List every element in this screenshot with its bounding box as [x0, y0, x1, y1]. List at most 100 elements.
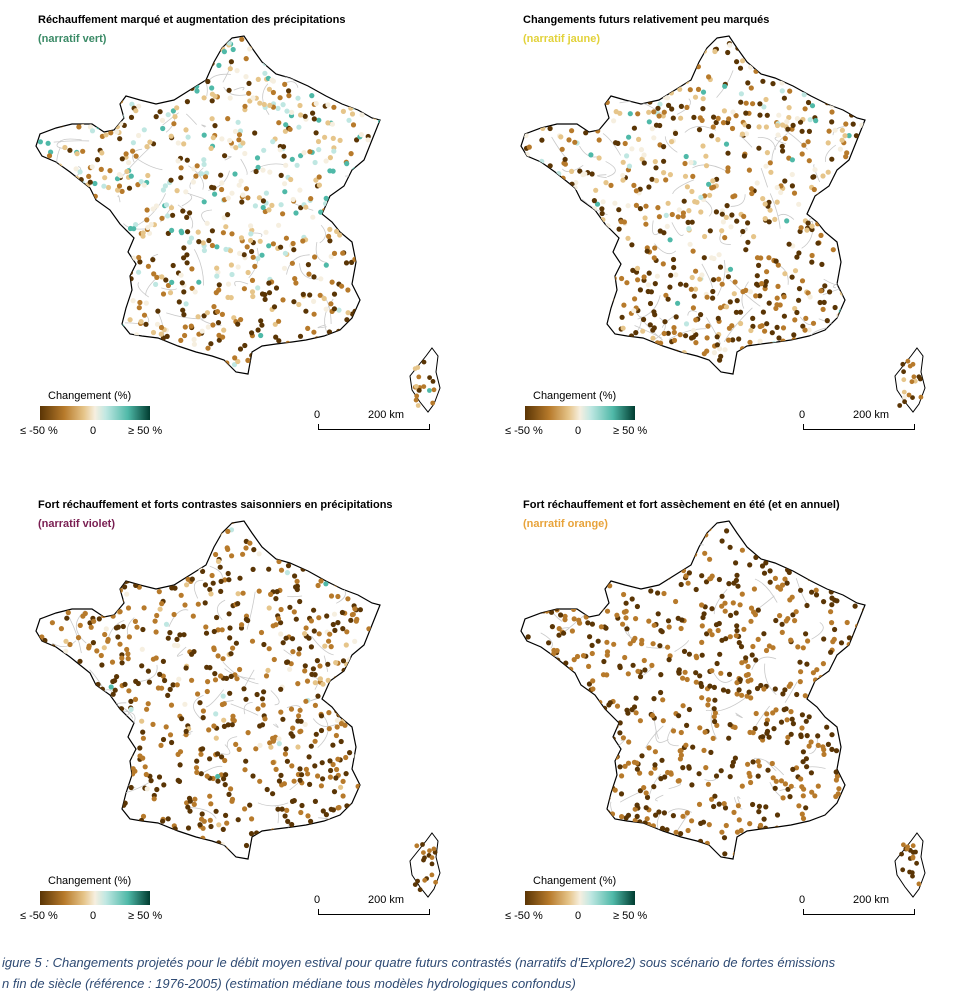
station-dot — [68, 373, 73, 378]
station-dot — [560, 274, 565, 279]
station-dot — [623, 141, 628, 146]
station-dot — [658, 75, 663, 80]
station-dot — [154, 114, 159, 119]
station-dot — [111, 96, 116, 101]
station-dot — [574, 350, 579, 355]
station-dot — [342, 66, 347, 71]
station-dot — [239, 622, 244, 627]
station-dot — [313, 703, 318, 708]
station-dot — [69, 50, 74, 55]
station-dot — [66, 77, 71, 82]
station-dot — [311, 274, 316, 279]
station-dot — [530, 42, 535, 47]
station-dot — [655, 274, 660, 279]
station-dot — [345, 689, 350, 694]
station-dot — [359, 314, 364, 319]
station-dot — [618, 665, 623, 670]
station-dot — [184, 252, 189, 257]
scale-zero-label: 0 — [314, 409, 320, 421]
station-dot — [355, 799, 360, 804]
station-dot — [602, 96, 607, 101]
station-dot — [100, 100, 105, 105]
station-dot — [762, 571, 767, 576]
station-dot — [321, 85, 326, 90]
station-dot — [556, 319, 561, 324]
station-dot — [671, 325, 676, 330]
station-dot — [751, 759, 756, 764]
station-dot — [185, 852, 190, 857]
station-dot — [645, 795, 650, 800]
station-dot — [320, 760, 325, 765]
station-dot — [207, 794, 212, 799]
station-dot — [775, 284, 780, 289]
station-dot — [556, 586, 561, 591]
station-dot — [775, 812, 780, 817]
station-dot — [126, 827, 131, 832]
station-dot — [740, 592, 745, 597]
station-dot — [537, 283, 542, 288]
station-dot — [828, 372, 833, 377]
station-dot — [841, 553, 846, 558]
station-dot — [347, 231, 352, 236]
station-dot — [203, 174, 208, 179]
station-dot — [196, 314, 201, 319]
station-dot — [816, 784, 821, 789]
station-dot — [756, 146, 761, 151]
station-dot — [902, 395, 907, 400]
station-dot — [631, 308, 636, 313]
station-dot — [764, 124, 769, 129]
station-dot — [192, 797, 197, 802]
station-dot — [801, 793, 806, 798]
station-dot — [51, 685, 56, 690]
station-dot — [593, 225, 598, 230]
station-dot — [725, 50, 730, 55]
station-dot — [189, 266, 194, 271]
station-dot — [853, 216, 858, 221]
station-dot — [136, 270, 141, 275]
station-dot — [87, 318, 92, 323]
station-dot — [826, 170, 831, 175]
station-dot — [361, 827, 366, 832]
station-dot — [143, 535, 148, 540]
station-dot — [557, 213, 562, 218]
station-dot — [54, 742, 59, 747]
station-dot — [349, 561, 354, 566]
station-dot — [857, 755, 862, 760]
station-dot — [773, 686, 778, 691]
station-dot — [816, 743, 821, 748]
station-dot — [734, 219, 739, 224]
station-dot — [330, 743, 335, 748]
station-dot — [597, 358, 602, 363]
station-dot — [293, 584, 298, 589]
map-panel-orange: Fort réchauffement et fort assèchement e… — [485, 485, 960, 955]
station-dot — [89, 246, 94, 251]
station-dot — [286, 563, 291, 568]
station-dot — [651, 784, 656, 789]
station-dot — [142, 127, 147, 132]
station-dot — [366, 64, 371, 69]
station-dot — [587, 563, 592, 568]
station-dot — [202, 199, 207, 204]
station-dot — [551, 549, 556, 554]
station-dot — [616, 67, 621, 72]
station-dot — [761, 310, 766, 315]
station-dot — [158, 83, 163, 88]
station-dot — [99, 264, 104, 269]
station-dot — [36, 720, 41, 725]
station-dot — [638, 206, 643, 211]
station-dot — [210, 532, 215, 537]
station-dot — [797, 286, 802, 291]
station-dot — [335, 359, 340, 364]
station-dot — [340, 251, 345, 256]
station-dot — [567, 784, 572, 789]
station-dot — [268, 745, 273, 750]
station-dot — [848, 255, 853, 260]
station-dot — [169, 228, 174, 233]
station-dot — [271, 90, 276, 95]
station-dot — [683, 174, 688, 179]
station-dot — [422, 360, 427, 365]
station-dot — [689, 189, 694, 194]
station-dot — [36, 659, 41, 664]
station-dot — [829, 545, 834, 550]
station-dot — [519, 350, 524, 355]
